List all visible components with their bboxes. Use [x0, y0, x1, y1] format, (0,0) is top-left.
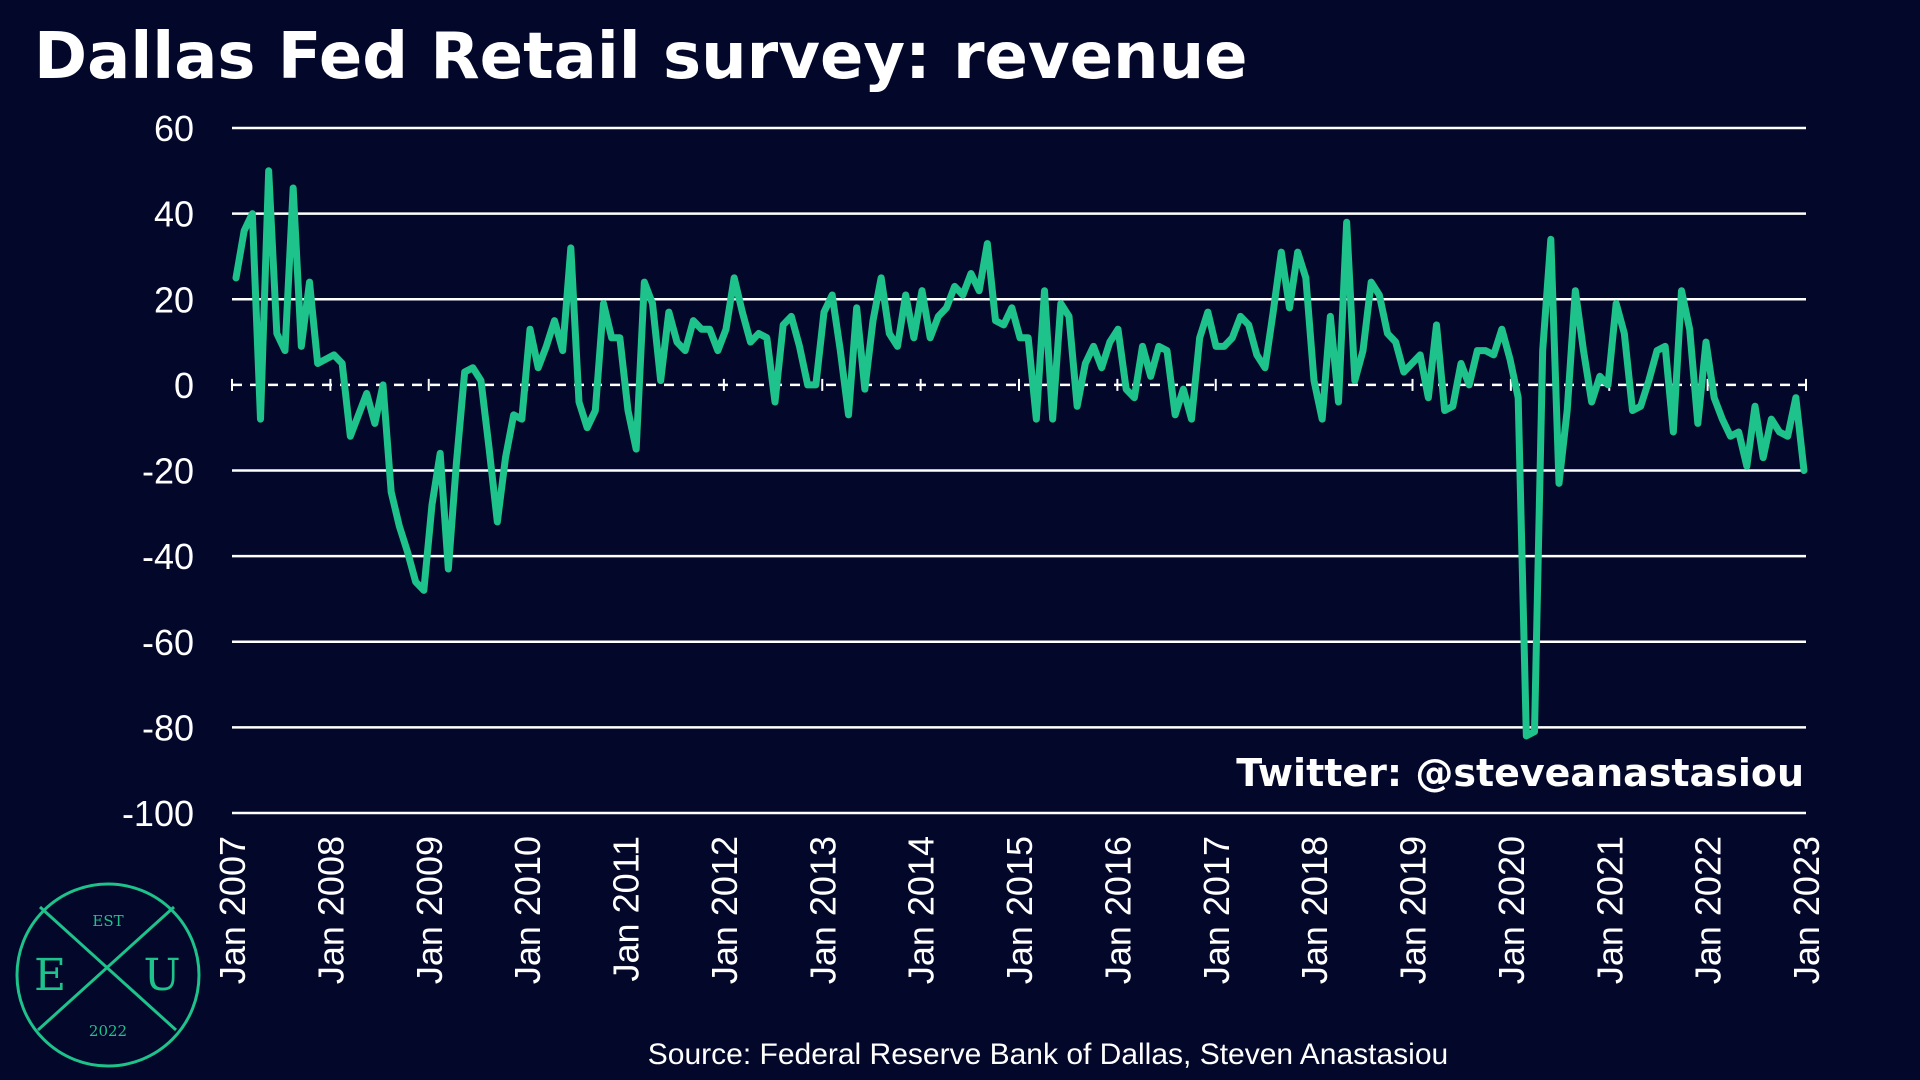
y-tick-label: 20: [154, 279, 194, 320]
x-tick-label: Jan 2010: [507, 836, 548, 984]
y-tick-label: -80: [142, 707, 194, 748]
x-axis-ticks: Jan 2007 Jan 2008 Jan 2009 Jan 2010 Jan 2011…: [212, 836, 1827, 984]
y-tick-label: -60: [142, 622, 194, 663]
x-tick-label: Jan 2008: [310, 836, 351, 984]
series-layer: [232, 167, 1808, 740]
logo-year: 2022: [89, 1022, 127, 1040]
y-tick-label: 60: [154, 108, 194, 149]
y-tick-label: -20: [142, 451, 194, 492]
y-tick-label: -40: [142, 536, 194, 577]
x-tick-label: Jan 2017: [1196, 836, 1237, 984]
series-line-revenue: [232, 167, 1808, 740]
x-tick-label: Jan 2020: [1491, 836, 1532, 984]
x-tick-label: Jan 2019: [1393, 836, 1434, 984]
x-tick-label: Jan 2015: [999, 836, 1040, 984]
y-axis-ticks: 60 40 20 0 -20 -40 -60 -80 -100: [122, 108, 194, 834]
x-tick-label: Jan 2013: [802, 836, 843, 984]
x-tick-label: Jan 2021: [1589, 836, 1630, 984]
x-tick-label: Jan 2018: [1294, 836, 1335, 984]
twitter-annotation: Twitter: @steveanastasiou: [1236, 751, 1804, 795]
x-tick-label: Jan 2023: [1786, 836, 1827, 984]
y-tick-label: -100: [122, 793, 194, 834]
x-tick-label: Jan 2011: [606, 836, 647, 981]
x-tick-label: Jan 2014: [901, 836, 942, 984]
y-tick-label: 40: [154, 194, 194, 235]
chart-title: Dallas Fed Retail survey: revenue: [34, 20, 1248, 94]
source-note: Source: Federal Reserve Bank of Dallas, …: [648, 1038, 1448, 1071]
x-tick-label: Jan 2012: [704, 836, 745, 984]
brand-logo: EST E U 2022: [15, 882, 201, 1068]
x-tick-label: Jan 2009: [409, 836, 450, 984]
x-tick-label: Jan 2022: [1688, 836, 1729, 984]
y-tick-label: 0: [174, 365, 194, 406]
logo-letter-u: U: [143, 950, 180, 1001]
logo-letter-e: E: [34, 950, 66, 1001]
logo-est: EST: [92, 912, 123, 930]
x-tick-label: Jan 2016: [1097, 836, 1138, 984]
grid-lines: [231, 126, 1807, 815]
x-tick-label: Jan 2007: [212, 836, 253, 984]
